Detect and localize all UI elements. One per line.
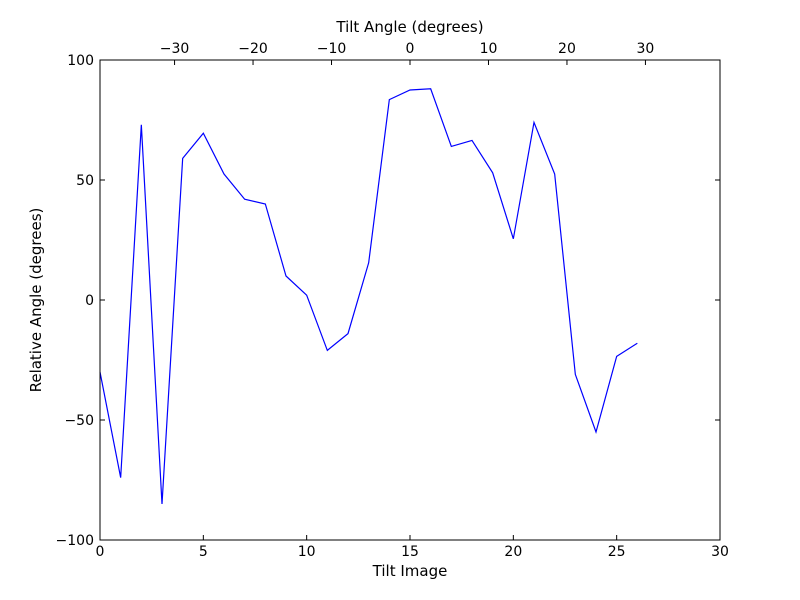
x-axis-title: Tilt Image [372,562,448,580]
x-tick-label: 30 [711,544,729,560]
top-x-tick-label: 20 [558,41,576,57]
y-tick-label: 50 [76,173,94,189]
x-tick-label: 15 [401,544,419,560]
top-x-tick-label: −10 [317,41,347,57]
top-x-tick-label: 10 [480,41,498,57]
top-x-tick-label: 30 [637,41,655,57]
x-tick-label: 0 [96,544,105,560]
y-axis-title: Relative Angle (degrees) [27,208,45,393]
x-tick-label: 20 [504,544,522,560]
x-tick-label: 10 [298,544,316,560]
top-x-axis-title: Tilt Angle (degrees) [335,18,483,36]
x-tick-label: 5 [199,544,208,560]
top-x-tick-label: −20 [238,41,268,57]
data-series-line [99,88,638,505]
y-tick-label: 0 [85,293,94,309]
top-x-tick-label: −30 [160,41,190,57]
y-tick-label: −100 [56,533,94,549]
plot-layer [99,88,638,505]
tick-layer: 0 5 10 15 20 25 30−30 −20 −10 0 10 20 30−100−5005010… [56,41,729,560]
x-tick-label: 25 [608,544,626,560]
y-tick-label: 100 [67,53,94,69]
y-tick-label: −50 [64,413,94,429]
top-x-tick-label: 0 [406,41,415,57]
